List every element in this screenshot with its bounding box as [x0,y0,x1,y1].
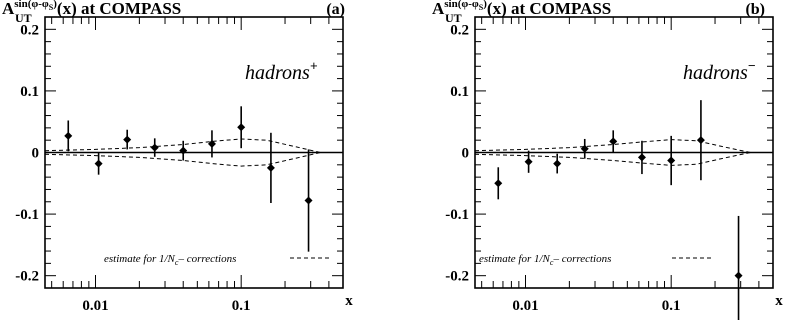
hadrons-annotation: hadrons− [683,58,756,84]
data-point [609,130,618,153]
chart-title: Asin(φ-φS)(x) at COMPASS [432,0,611,18]
marker-diamond [553,159,562,168]
nc-band-lower [474,152,751,166]
data-point [179,140,188,161]
y-tick-label: 0.1 [450,84,469,100]
marker-diamond [524,157,533,166]
marker-diamond [94,159,103,168]
x-tick-label: 0.1 [232,298,251,314]
y-tick-label: 0.2 [20,22,39,38]
hadrons-annotation: hadrons+ [245,58,318,84]
data-point [237,106,246,149]
marker-diamond [179,146,188,155]
data-point [580,138,589,159]
x-axis-label: x [775,293,783,309]
marker-diamond [237,123,246,132]
marker-diamond [207,139,216,148]
legend-label: estimate for 1/Nc– corrections [104,253,236,267]
marker-diamond [266,163,275,172]
x-tick-label: 0.1 [662,298,681,314]
y-tick-label: -0.1 [15,207,39,223]
marker-diamond [64,131,73,140]
x-tick-label: 0.01 [512,298,538,314]
marker-diamond [734,271,743,280]
y-tick-label: 0 [462,146,470,162]
x-axis-label: x [345,293,353,309]
data-point [266,132,275,204]
data-point [524,150,533,173]
y-tick-label: 0.1 [20,84,39,100]
marker-diamond [494,179,503,188]
data-point [553,153,562,174]
y-tick-label: 0 [32,146,40,162]
data-point [494,167,503,200]
data-point [64,120,73,152]
chart-panel-a: 0.2 0.1 0 -0.1 -0.2 0.01 0.1 x Asin(φ-φS)(x) at … [2,0,353,314]
marker-diamond [304,196,313,205]
chart-title-subscript: UT [15,11,32,25]
marker-diamond [637,153,646,162]
marker-diamond [667,156,676,165]
nc-band-upper [44,138,321,153]
marker-diamond [696,136,705,145]
y-tick-label: -0.1 [445,207,469,223]
chart-title: Asin(φ-φS)(x) at COMPASS [2,0,181,18]
marker-diamond [609,137,618,146]
data-point [150,138,159,157]
data-point [667,135,676,186]
nc-band-lower [44,152,321,167]
x-tick-label: 0.01 [82,298,108,314]
y-tick-label: -0.2 [15,269,39,285]
chart-panel-b: 0.2 0.1 0 -0.1 -0.2 0.01 0.1 x Asin(φ-φS)(x) at … [432,0,783,320]
y-tick-label: 0.2 [450,22,469,38]
data-point [207,130,216,158]
data-point [696,100,705,181]
data-point [94,152,103,175]
nc-band-upper [474,139,751,153]
panel-label: (a) [326,1,345,18]
panel-label: (b) [745,1,765,18]
data-point [637,140,646,175]
y-tick-label: -0.2 [445,269,469,285]
legend-label: estimate for 1/Nc– corrections [479,253,611,267]
data-point [734,215,743,320]
data-point [304,149,313,252]
marker-diamond [123,135,132,144]
marker-diamond [580,144,589,153]
data-point [123,129,132,150]
marker-diamond [150,143,159,152]
chart-title-subscript: UT [445,11,462,25]
